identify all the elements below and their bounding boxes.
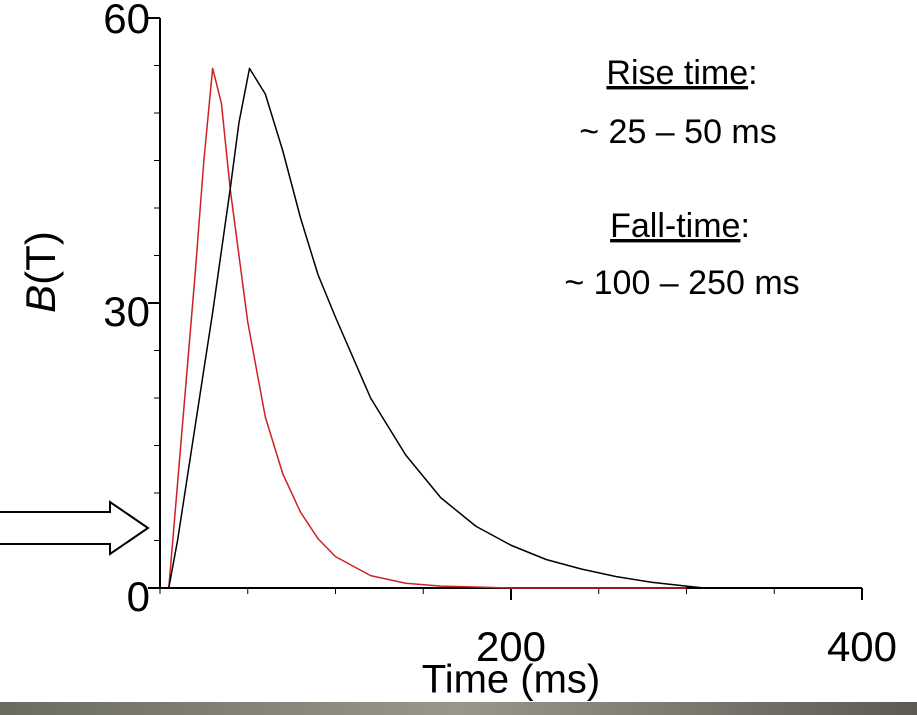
y-tick-label: 60 [103, 0, 150, 42]
annotation: Fall-time: [610, 207, 750, 245]
annotation-suffix: : [740, 207, 749, 245]
arrow [0, 500, 150, 556]
y-tick-label: 0 [127, 573, 150, 620]
x-tick-label: 400 [827, 623, 897, 670]
annotation: ~ 100 – 250 ms [564, 264, 799, 302]
y-axis-title-unit: (T) [17, 231, 64, 285]
y-axis-title: B(T) [17, 231, 64, 313]
data-line [168, 67, 687, 589]
photo-strip [0, 702, 917, 715]
x-axis-title: Time (ms) [422, 658, 600, 702]
annotation: Rise time: [606, 54, 757, 92]
annotation-suffix: : [748, 54, 757, 92]
y-axis-title-italic: B [17, 285, 64, 313]
annotation-underlined: Rise time [606, 54, 748, 92]
data-line [168, 67, 705, 589]
y-tick-label: 30 [103, 288, 150, 335]
annotation: ~ 25 – 50 ms [579, 113, 777, 151]
x-tick-label: 200 [476, 623, 546, 670]
annotation-underlined: Fall-time [610, 207, 740, 245]
